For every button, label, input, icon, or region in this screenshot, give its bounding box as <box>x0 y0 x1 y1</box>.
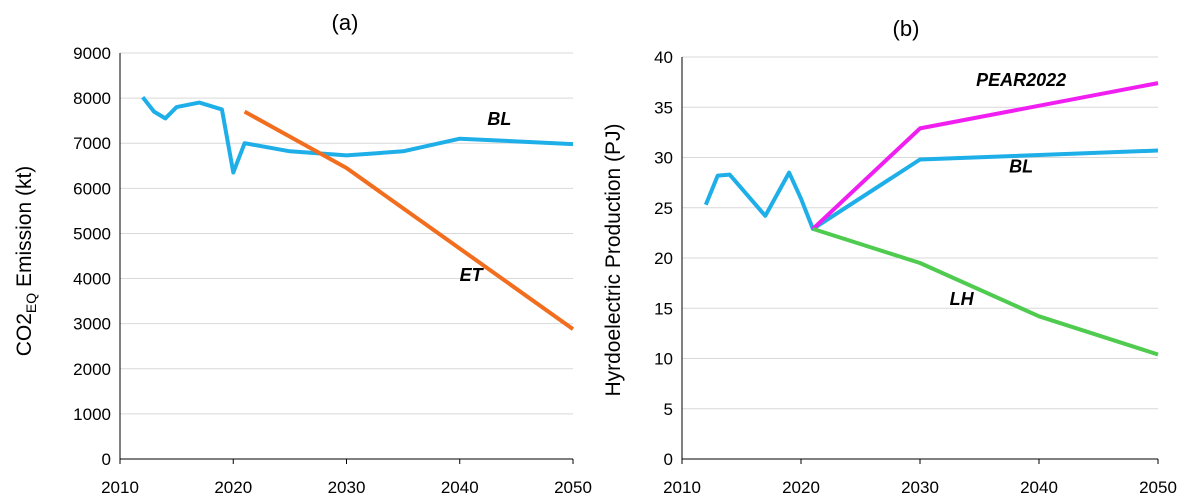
panel-b-series-label-pear2022: PEAR2022 <box>976 70 1066 90</box>
panel-a-series-bl-line <box>141 95 574 175</box>
panel-b-series-label-lh: LH <box>950 289 975 309</box>
panel-b-x-tick-label: 2030 <box>901 478 939 497</box>
panel-b-series-lh-line <box>812 226 1159 357</box>
panel-b-title: (b) <box>893 16 920 41</box>
panel-a-y-tick-label: 0 <box>102 450 111 469</box>
panel-a-y-tick-label: 8000 <box>73 89 111 108</box>
panel-b-y-axis-label: Hyrdoelectric Production (PJ) <box>602 123 625 396</box>
panel-b-y-tick-label: 5 <box>664 400 673 419</box>
panel-a-y-tick-label: 4000 <box>73 270 111 289</box>
panel-b-y-tick-label: 25 <box>654 199 673 218</box>
panel-a-series-et-line <box>243 109 575 331</box>
panel-b-x-tick-label: 2020 <box>782 478 820 497</box>
panel-b-y-tick-label: 35 <box>654 98 673 117</box>
panel-a-x-tick-label: 2010 <box>101 478 139 497</box>
panel-a-title: (a) <box>332 10 359 35</box>
panel-b-x-tick-label: 2040 <box>1020 478 1058 497</box>
panel-a-x-tick-label: 2050 <box>554 478 592 497</box>
panel-a-y-tick-label: 2000 <box>73 360 111 379</box>
panel-b-y-tick-label: 40 <box>654 48 673 67</box>
panel-b-chart: (b) Hyrdoelectric Production (PJ) 0 5 10 15… <box>602 16 1177 497</box>
panel-a-series-label-bl: BL <box>487 109 511 129</box>
panel-a-x-tick-label: 2020 <box>214 478 252 497</box>
panel-b-series-label-bl: BL <box>1009 157 1033 177</box>
panel-a-y-tick-label: 6000 <box>73 179 111 198</box>
panel-b-y-tick-label: 0 <box>664 450 673 469</box>
panel-a-x-tick-label: 2030 <box>328 478 366 497</box>
panel-a-series-label-et: ET <box>460 265 485 285</box>
panel-b-x-tick-label: 2010 <box>663 478 701 497</box>
panel-a-y-tick-label: 3000 <box>73 315 111 334</box>
panel-b-x-tick-label: 2050 <box>1139 478 1177 497</box>
panel-a-y-tick-label: 7000 <box>73 134 111 153</box>
panel-b-y-tick-label: 15 <box>654 299 673 318</box>
panel-b-series-bl-line <box>703 148 1159 231</box>
panel-b-y-tick-label: 30 <box>654 149 673 168</box>
panel-b-y-tick-label: 20 <box>654 249 673 268</box>
panel-b-series-pear2022-line <box>811 81 1159 231</box>
panel-a-x-tick-label: 2040 <box>441 478 479 497</box>
panel-a-y-tick-label: 5000 <box>73 224 111 243</box>
panel-a-chart: (a) CO2EQ Emission (kt) 0 1000 2000 3000 400… <box>13 10 592 497</box>
panel-a-y-axis-label: CO2EQ Emission (kt) <box>13 166 39 357</box>
panel-b-y-tick-label: 10 <box>654 350 673 369</box>
panel-a-y-tick-label: 1000 <box>73 405 111 424</box>
panel-a-y-tick-label: 9000 <box>73 44 111 63</box>
